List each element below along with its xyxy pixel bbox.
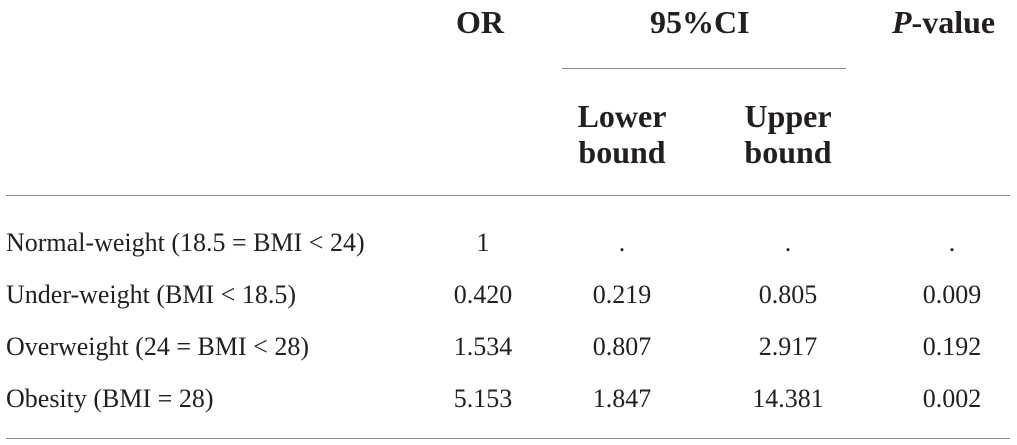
row-lower: 0.219	[592, 280, 652, 309]
row-or: 5.153	[453, 384, 513, 413]
ci-header: 95%CI	[650, 4, 750, 40]
row-p: .	[948, 228, 956, 257]
table-bottom-rule	[6, 438, 1010, 439]
row-label: Under-weight (BMI < 18.5)	[6, 280, 296, 309]
row-p: 0.192	[922, 332, 982, 361]
row-lower: 1.847	[592, 384, 652, 413]
row-upper: 14.381	[752, 384, 824, 413]
p-value-header: P-value	[892, 4, 995, 40]
lower-bound-line1: Lower	[577, 98, 667, 134]
or-header: OR	[456, 4, 504, 40]
ci-spanner-rule	[562, 68, 846, 69]
upper-bound-line2: bound	[744, 134, 832, 170]
row-p: 0.009	[922, 280, 982, 309]
row-upper: 2.917	[758, 332, 818, 361]
row-upper: .	[784, 228, 792, 257]
row-or: 1.534	[453, 332, 513, 361]
row-or: 1	[476, 228, 490, 257]
lower-bound-header: Lower bound	[562, 98, 682, 170]
row-label: Obesity (BMI = 28)	[6, 384, 214, 413]
row-lower: .	[618, 228, 626, 257]
header-rule	[6, 195, 1010, 196]
row-label: Overweight (24 = BMI < 28)	[6, 332, 309, 361]
row-or: 0.420	[453, 280, 513, 309]
row-lower: 0.807	[592, 332, 652, 361]
upper-bound-line1: Upper	[744, 98, 832, 134]
row-label: Normal-weight (18.5 = BMI < 24)	[6, 228, 365, 257]
upper-bound-header: Upper bound	[728, 98, 848, 170]
row-p: 0.002	[922, 384, 982, 413]
row-upper: 0.805	[758, 280, 818, 309]
p-italic: P	[892, 4, 912, 40]
p-rest: -value	[911, 4, 996, 40]
lower-bound-line2: bound	[578, 134, 666, 170]
